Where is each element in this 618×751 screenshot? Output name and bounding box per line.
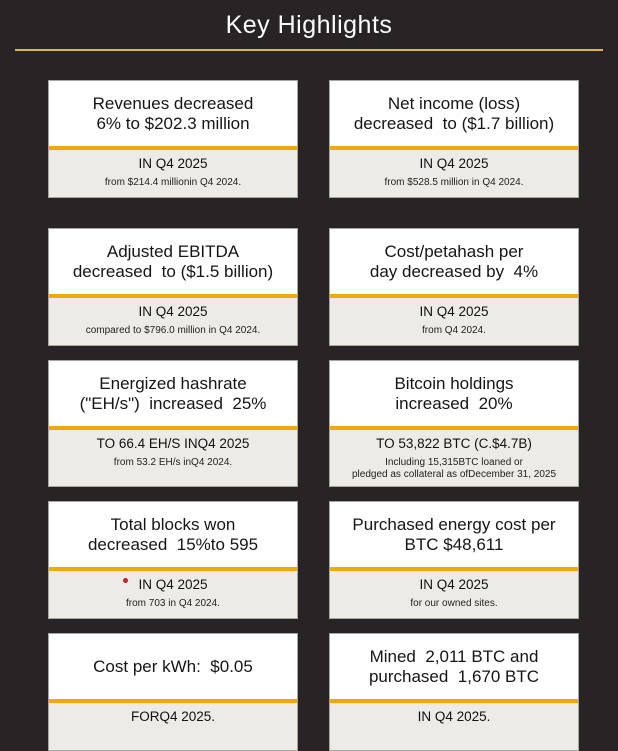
note-line: compared to $796.0 million in Q4 2024. xyxy=(85,325,261,336)
card-bottom: TO 66.4 EH/S INQ4 2025 from 53.2 EH/s in… xyxy=(49,430,297,486)
headline-line: Energized hashrate xyxy=(99,373,247,393)
card-note: compared to $796.0 million in Q4 2024. xyxy=(53,325,293,337)
card-headline: Purchased energy cost per BTC $48,611 xyxy=(330,502,578,567)
highlight-card: Bitcoin holdings increased 20% TO 53,822 … xyxy=(329,360,579,487)
card-headline: Total blocks won decreased 15%to 595 xyxy=(49,502,297,567)
card-headline: Net income (loss) decreased to ($1.7 bill… xyxy=(330,81,578,146)
note-line: for our owned sites. xyxy=(410,598,498,609)
highlight-card: Purchased energy cost per BTC $48,611 IN … xyxy=(329,501,579,619)
card-note: from $528.5 million in Q4 2024. xyxy=(334,177,574,189)
card-divider xyxy=(330,426,578,430)
note-line: from $528.5 million in Q4 2024. xyxy=(384,177,524,188)
headline-line: increased 20% xyxy=(395,393,513,413)
highlights-grid: Revenues decreased 6% to $202.3 million I… xyxy=(48,80,618,751)
card-subheadline: IN Q4 2025 xyxy=(138,577,208,592)
note-line: from Q4 2024. xyxy=(422,325,486,336)
card-headline: Adjusted EBITDA decreased to ($1.5 billio… xyxy=(49,229,297,294)
headline-line: BTC $48,611 xyxy=(404,534,504,554)
note-line: from $214.4 millionin Q4 2024. xyxy=(104,177,242,188)
headline-line: purchased 1,670 BTC xyxy=(368,666,540,686)
card-divider xyxy=(330,146,578,150)
card-headline: Cost per kWh: $0.05 xyxy=(49,634,297,699)
card-note: from 53.2 EH/s inQ4 2024. xyxy=(53,457,293,469)
page-title: Key Highlights xyxy=(225,11,393,39)
card-bottom: IN Q4 2025. xyxy=(330,703,578,750)
card-bottom: TO 53,822 BTC (C.$4.7B) Including 15,315… xyxy=(330,430,578,486)
card-subheadline: IN Q4 2025 xyxy=(138,156,208,171)
highlight-card: Energized hashrate ("EH/s") increased 25%… xyxy=(48,360,298,487)
card-divider xyxy=(330,294,578,298)
headline-line: Cost per kWh: $0.05 xyxy=(93,656,253,676)
note-line: pledged as collateral as ofDecember 31, … xyxy=(351,469,557,480)
card-subheadline: FORQ4 2025. xyxy=(130,709,216,724)
headline-line: ("EH/s") increased 25% xyxy=(79,393,267,413)
card-subheadline: IN Q4 2025 xyxy=(138,304,208,319)
card-bottom: IN Q4 2025 from $528.5 million in Q4 202… xyxy=(330,150,578,197)
headline-line: day decreased by 4% xyxy=(369,261,539,281)
card-note: from $214.4 millionin Q4 2024. xyxy=(53,177,293,189)
card-bottom: IN Q4 2025 from Q4 2024. xyxy=(330,298,578,345)
note-line: from 53.2 EH/s inQ4 2024. xyxy=(113,457,233,468)
card-divider xyxy=(49,567,297,571)
headline-line: 6% to $202.3 million xyxy=(96,113,250,133)
headline-line: Net income (loss) xyxy=(387,93,521,113)
card-headline: Revenues decreased 6% to $202.3 million xyxy=(49,81,297,146)
page-header: Key Highlights xyxy=(0,0,618,51)
headline-line: Purchased energy cost per xyxy=(352,514,556,534)
headline-line: Cost/petahash per xyxy=(384,241,524,261)
headline-line: Mined 2,011 BTC and xyxy=(369,646,539,666)
card-bottom: IN Q4 2025 compared to $796.0 million in… xyxy=(49,298,297,345)
note-line: Including 15,315BTC loaned or xyxy=(385,457,523,468)
card-note: from Q4 2024. xyxy=(334,325,574,337)
card-divider xyxy=(330,699,578,703)
card-headline: Bitcoin holdings increased 20% xyxy=(330,361,578,426)
highlight-card: Cost per kWh: $0.05 FORQ4 2025. xyxy=(48,633,298,751)
card-headline: Cost/petahash per day decreased by 4% xyxy=(330,229,578,294)
headline-line: decreased to ($1.7 billion) xyxy=(353,113,555,133)
headline-line: Total blocks won xyxy=(110,514,236,534)
card-divider xyxy=(49,294,297,298)
highlight-card: Cost/petahash per day decreased by 4% IN … xyxy=(329,228,579,346)
title-underline xyxy=(15,49,603,51)
card-subheadline: IN Q4 2025 xyxy=(419,156,489,171)
card-note: Including 15,315BTC loaned or pledged as … xyxy=(334,457,574,481)
headline-line: Revenues decreased xyxy=(92,93,254,113)
highlight-card: Adjusted EBITDA decreased to ($1.5 billio… xyxy=(48,228,298,346)
red-dot-icon xyxy=(123,578,128,583)
card-headline: Mined 2,011 BTC and purchased 1,670 BTC xyxy=(330,634,578,699)
card-bottom: IN Q4 2025 from 703 in Q4 2024. xyxy=(49,571,297,618)
highlight-card: Net income (loss) decreased to ($1.7 bill… xyxy=(329,80,579,198)
headline-line: decreased to ($1.5 billion) xyxy=(72,261,274,281)
card-divider xyxy=(49,699,297,703)
card-subheadline: IN Q4 2025 xyxy=(419,304,489,319)
card-divider xyxy=(330,567,578,571)
card-subheadline: TO 66.4 EH/S INQ4 2025 xyxy=(96,436,250,451)
headline-line: Adjusted EBITDA xyxy=(106,241,240,261)
note-line: from 703 in Q4 2024. xyxy=(126,598,220,609)
card-divider xyxy=(49,146,297,150)
highlight-card: Revenues decreased 6% to $202.3 million I… xyxy=(48,80,298,198)
card-note: from 703 in Q4 2024. xyxy=(53,598,293,610)
card-bottom: IN Q4 2025 from $214.4 millionin Q4 2024… xyxy=(49,150,297,197)
highlight-card: Mined 2,011 BTC and purchased 1,670 BTC I… xyxy=(329,633,579,751)
card-note: for our owned sites. xyxy=(334,598,574,610)
headline-line: Bitcoin holdings xyxy=(394,373,514,393)
card-subheadline: IN Q4 2025. xyxy=(417,709,491,724)
highlight-card: Total blocks won decreased 15%to 595 IN Q… xyxy=(48,501,298,619)
headline-line: decreased 15%to 595 xyxy=(87,534,259,554)
card-subheadline: IN Q4 2025 xyxy=(419,577,489,592)
card-headline: Energized hashrate ("EH/s") increased 25% xyxy=(49,361,297,426)
card-bottom: IN Q4 2025 for our owned sites. xyxy=(330,571,578,618)
card-bottom: FORQ4 2025. xyxy=(49,703,297,750)
card-subheadline: TO 53,822 BTC (C.$4.7B) xyxy=(376,436,532,451)
card-divider xyxy=(49,426,297,430)
